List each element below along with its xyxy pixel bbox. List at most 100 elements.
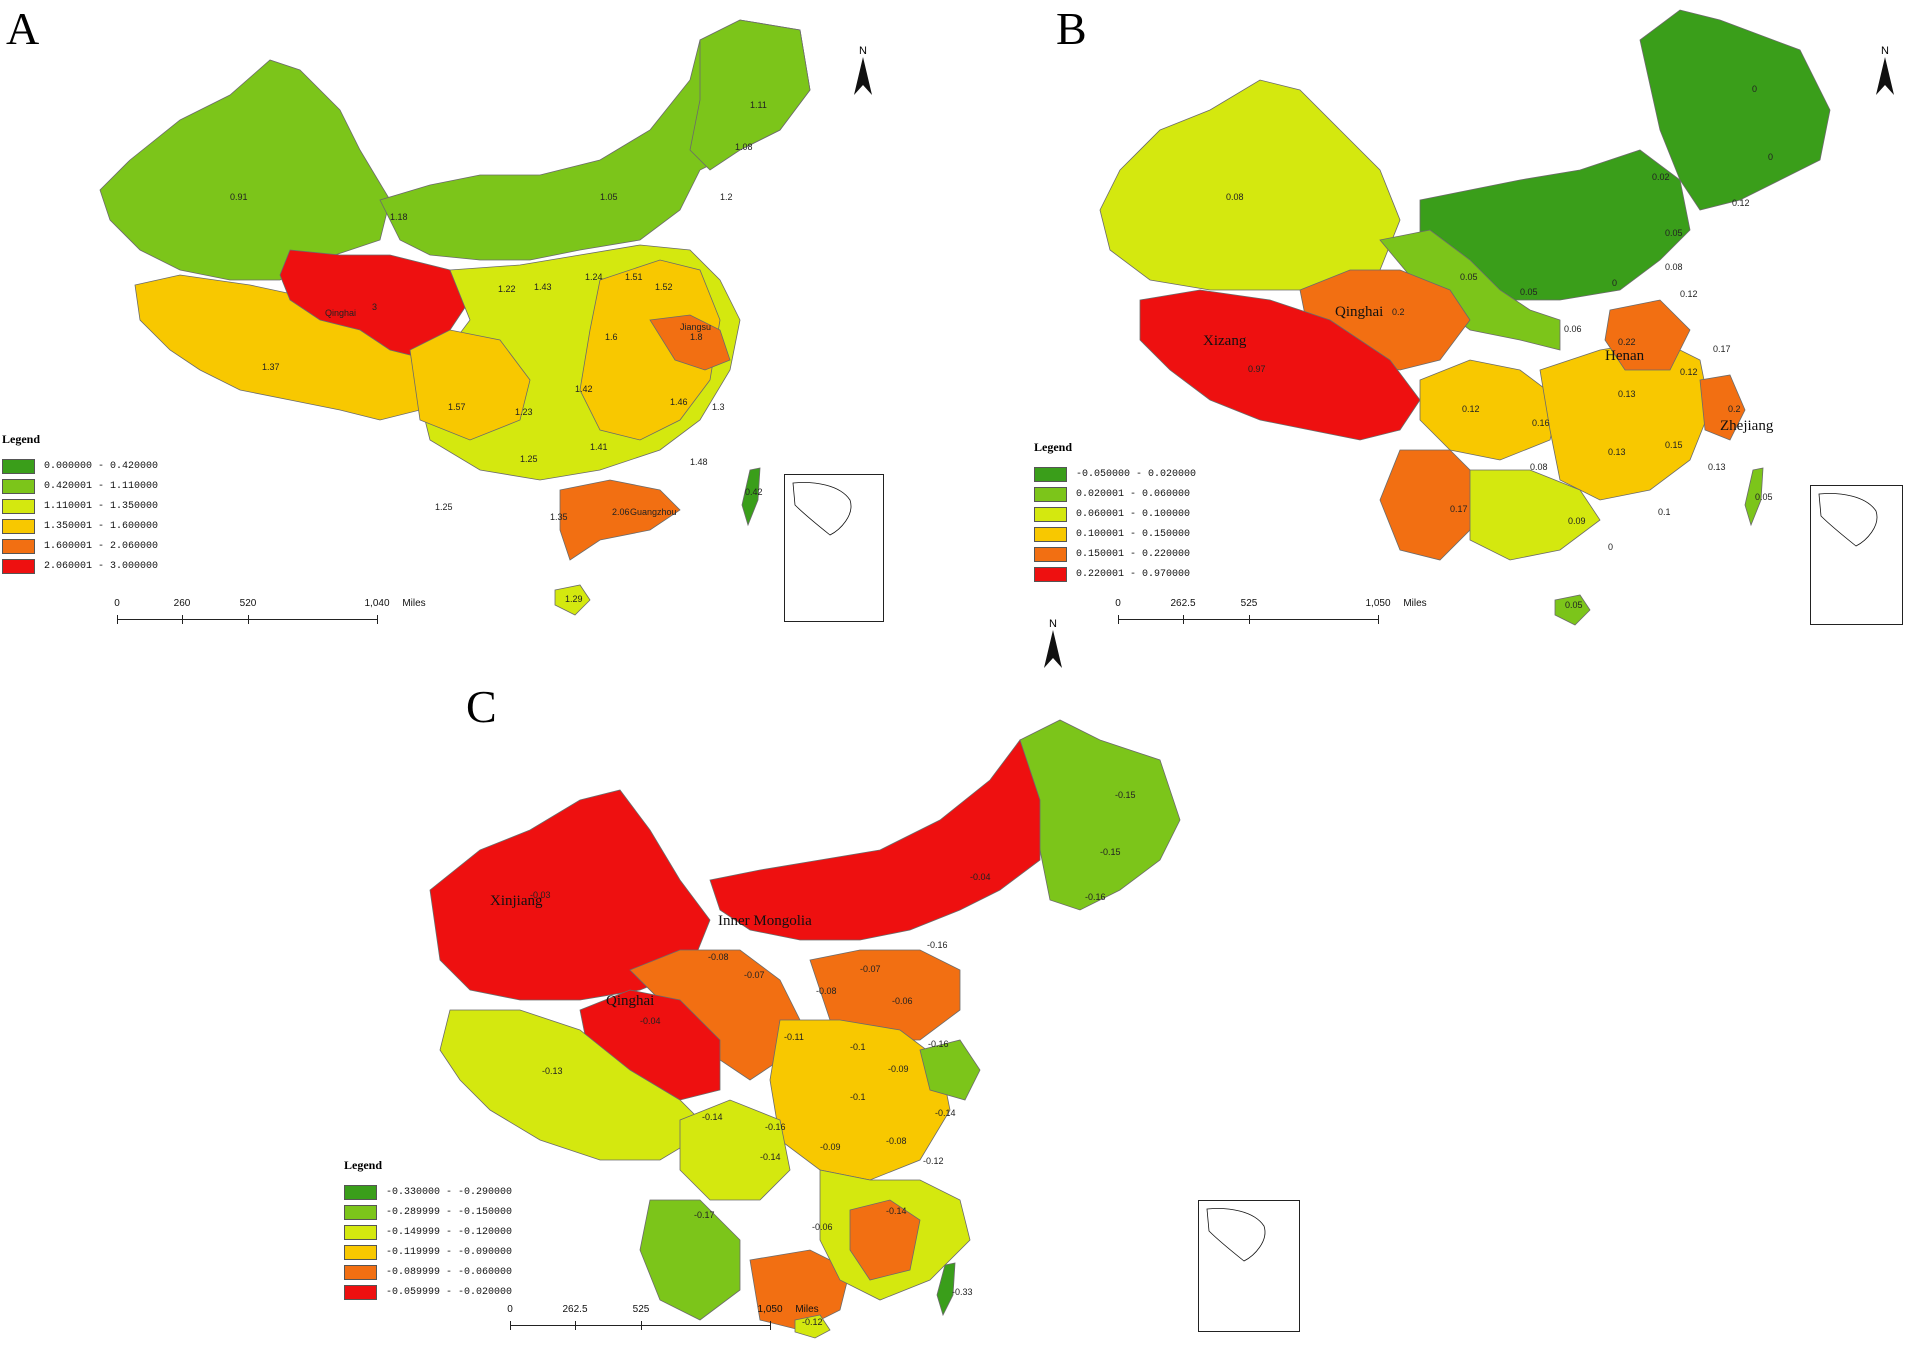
legend-swatch: [344, 1204, 377, 1220]
legend-swatch: [2, 478, 35, 494]
value-label: -0.08: [816, 986, 837, 996]
region-northeast: [1019, 719, 1181, 911]
value-label: 0.05: [1755, 492, 1773, 502]
value-label: 1.42: [575, 384, 593, 394]
value-label: 0.2: [1392, 307, 1405, 317]
scale-tick: [1118, 615, 1119, 624]
region-xinjiang: [99, 59, 391, 281]
value-label: -0.09: [888, 1064, 909, 1074]
legend-swatch: [2, 498, 35, 514]
scale-tick: [117, 615, 118, 624]
north-arrow-icon: [854, 57, 872, 95]
legend-item: -0.050000 - 0.020000: [1034, 464, 1196, 484]
inset-map: [784, 474, 884, 622]
region-xizang: [134, 274, 421, 421]
value-label: -0.15: [1115, 790, 1136, 800]
scale-unit: Miles: [402, 598, 426, 609]
legend-swatch: [1034, 466, 1067, 482]
china-map: 0 0 0.02 0.12 0.08 0.05 0.05 0.05 0.06 0…: [1099, 9, 1831, 626]
value-label: 1.6: [605, 332, 618, 342]
legend-swatch: [344, 1184, 377, 1200]
value-label: 1.37: [262, 362, 280, 372]
value-label: -0.33: [952, 1287, 973, 1297]
region-sichuan: [679, 1099, 791, 1201]
value-label: 0.16: [1532, 418, 1550, 428]
region-guangdong: [559, 479, 681, 561]
value-label: 0: [1752, 84, 1757, 94]
legend-label: -0.289999 - -0.150000: [386, 1206, 513, 1218]
region-henan: [1604, 299, 1691, 371]
scale-tick: [641, 1321, 642, 1330]
value-label: 1.24: [585, 272, 603, 282]
legend-title: Legend: [344, 1158, 383, 1172]
value-label: 0.05: [1460, 272, 1478, 282]
value-label: 1.51: [625, 272, 643, 282]
scale-line: [510, 1325, 770, 1326]
region-name-label: Qinghai: [1335, 304, 1383, 320]
region-name-label: Guangzhou: [630, 507, 677, 517]
value-label: 1.08: [735, 142, 753, 152]
scale-tick: [182, 615, 183, 624]
scale-tick: [575, 1321, 576, 1330]
value-label: -0.03: [530, 890, 551, 900]
value-label: 1.18: [390, 212, 408, 222]
north-label: N: [1049, 618, 1057, 630]
value-label: 0.08: [1530, 462, 1548, 472]
value-label: 0.02: [1652, 172, 1670, 182]
value-label: 1.43: [534, 282, 552, 292]
region-inner-mongolia: [709, 739, 1041, 941]
value-label: -0.17: [694, 1210, 715, 1220]
panel-a: A 1.11 1.08 0.91 1.05 1.2 1.18 3 1.22 1.…: [0, 0, 900, 640]
value-label: 0.2: [1728, 404, 1741, 414]
value-label: 0.13: [1608, 447, 1626, 457]
value-label: 0: [1768, 152, 1773, 162]
scale-tick-label: 262.5: [1170, 598, 1196, 609]
region-jiangsu: [649, 314, 731, 371]
scale-tick: [1183, 615, 1184, 624]
north-arrow: N: [1040, 618, 1066, 668]
legend-item: 1.350001 - 1.600000: [2, 516, 158, 536]
region-xizang: [439, 1009, 711, 1161]
scale-tick-label: 0: [507, 1304, 513, 1315]
value-label: 1.46: [670, 397, 688, 407]
region-name-label: Xizang: [1203, 333, 1247, 349]
region-zhejiang: [1699, 374, 1746, 441]
scale-bar: 0 260 520 1,040 Miles: [114, 598, 426, 638]
value-label: 1.22: [498, 284, 516, 294]
legend-label: 1.350001 - 1.600000: [44, 520, 159, 532]
region-yunnan: [639, 1199, 741, 1321]
legend-swatch: [2, 538, 35, 554]
scale-unit: Miles: [795, 1304, 819, 1315]
value-label: 0.12: [1732, 198, 1750, 208]
scale-tick-label: 520: [239, 598, 257, 609]
legend-item: 0.000000 - 0.420000: [2, 456, 158, 476]
scale-tick-label: 262.5: [562, 1304, 588, 1315]
legend-label: -0.330000 - -0.290000: [386, 1186, 513, 1198]
scale-tick-label: 525: [632, 1304, 650, 1315]
value-label: 1.29: [565, 594, 583, 604]
scale-tick-label: 0: [114, 598, 120, 609]
value-label: 0.12: [1680, 367, 1698, 377]
china-map: -0.15 -0.15 -0.16 -0.03 -0.04 -0.16 -0.0…: [429, 719, 1181, 1339]
region-northeast: [1639, 9, 1831, 211]
inset-islands: [792, 482, 852, 536]
scale-tick: [770, 1321, 771, 1330]
scale-tick: [1378, 615, 1379, 624]
north-arrow: N: [850, 45, 876, 95]
value-label: -0.13: [542, 1066, 563, 1076]
value-label: 0.97: [1248, 364, 1266, 374]
value-label: 2.06: [612, 507, 630, 517]
value-label: 0: [1612, 278, 1617, 288]
value-label: -0.08: [886, 1136, 907, 1146]
region-name-label: Qinghai: [606, 993, 654, 1009]
value-label: 1.3: [712, 402, 725, 412]
value-label: -0.14: [935, 1108, 956, 1118]
value-label: 1.8: [690, 332, 703, 342]
value-label: -0.12: [802, 1317, 823, 1327]
value-label: -0.11: [784, 1032, 804, 1042]
legend-label: -0.089999 - -0.060000: [386, 1266, 513, 1278]
value-label: -0.04: [970, 872, 991, 882]
region-taiwan: [936, 1262, 956, 1317]
legend-label: 0.100001 - 0.150000: [1076, 528, 1191, 540]
region-sichuan: [409, 329, 531, 441]
